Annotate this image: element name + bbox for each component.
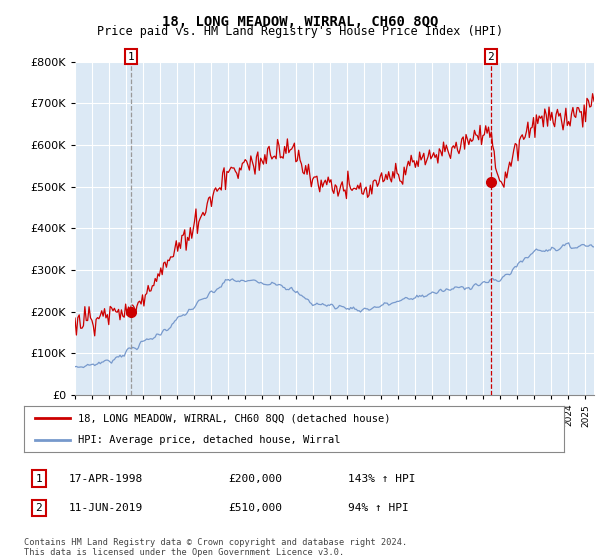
Text: 1: 1 xyxy=(35,474,43,484)
Text: 94% ↑ HPI: 94% ↑ HPI xyxy=(348,503,409,513)
Text: £200,000: £200,000 xyxy=(228,474,282,484)
Text: 143% ↑ HPI: 143% ↑ HPI xyxy=(348,474,415,484)
Text: 2: 2 xyxy=(488,52,494,62)
Text: 1: 1 xyxy=(128,52,134,62)
Text: £510,000: £510,000 xyxy=(228,503,282,513)
Text: 11-JUN-2019: 11-JUN-2019 xyxy=(69,503,143,513)
Text: Contains HM Land Registry data © Crown copyright and database right 2024.
This d: Contains HM Land Registry data © Crown c… xyxy=(24,538,407,557)
Text: HPI: Average price, detached house, Wirral: HPI: Average price, detached house, Wirr… xyxy=(78,435,341,445)
Text: 18, LONG MEADOW, WIRRAL, CH60 8QQ (detached house): 18, LONG MEADOW, WIRRAL, CH60 8QQ (detac… xyxy=(78,413,391,423)
Text: 2: 2 xyxy=(35,503,43,513)
Text: Price paid vs. HM Land Registry's House Price Index (HPI): Price paid vs. HM Land Registry's House … xyxy=(97,25,503,38)
Text: 17-APR-1998: 17-APR-1998 xyxy=(69,474,143,484)
Text: 18, LONG MEADOW, WIRRAL, CH60 8QQ: 18, LONG MEADOW, WIRRAL, CH60 8QQ xyxy=(162,15,438,29)
